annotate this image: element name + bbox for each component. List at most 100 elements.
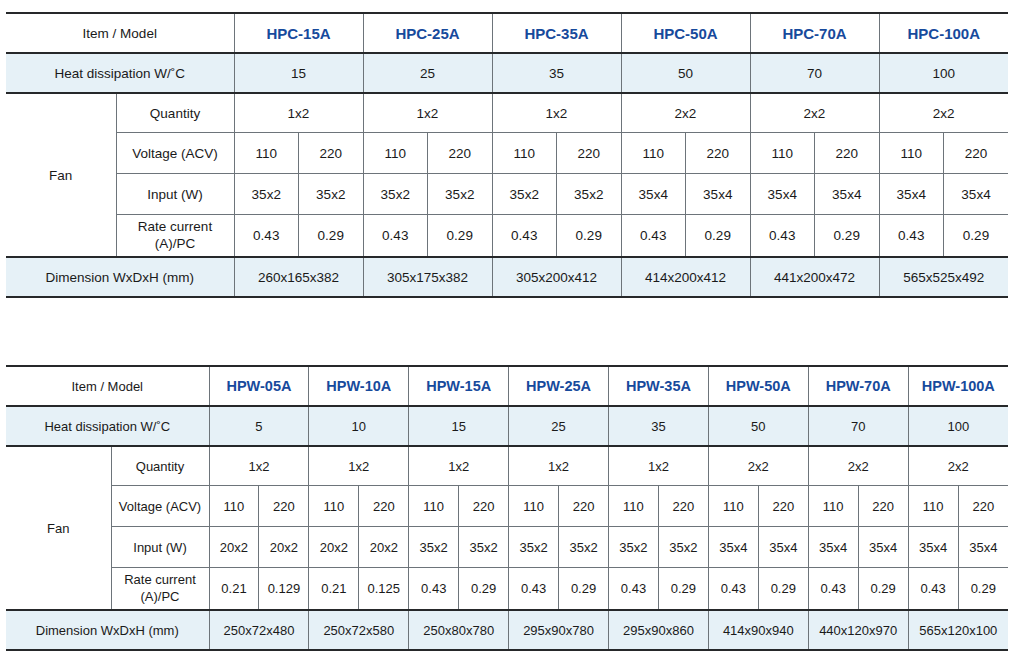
input-value: 35x2 — [658, 527, 708, 568]
input-value: 20x2 — [309, 527, 359, 568]
rate-current-value: 0.43 — [509, 568, 559, 611]
quantity-value: 1x2 — [363, 93, 492, 133]
input-value: 35x4 — [621, 174, 686, 215]
voltage-label: Voltage (ACV) — [116, 133, 234, 174]
voltage-value: 220 — [259, 486, 309, 527]
model-header: HPW-100A — [908, 366, 1008, 406]
rate-current-value: 0.29 — [559, 568, 609, 611]
voltage-value: 110 — [609, 486, 659, 527]
quantity-value: 1x2 — [509, 446, 609, 486]
model-header: HPC-70A — [750, 13, 879, 53]
rate-current-value: 0.43 — [879, 215, 944, 258]
rate-current-value: 0.43 — [492, 215, 557, 258]
voltage-value: 220 — [658, 486, 708, 527]
voltage-value: 110 — [708, 486, 758, 527]
voltage-value: 220 — [858, 486, 908, 527]
dimension-value: 440x120x970 — [808, 610, 908, 650]
rate-current-value: 0.125 — [359, 568, 409, 611]
voltage-value: 220 — [958, 486, 1008, 527]
model-header: HPC-100A — [879, 13, 1008, 53]
item-model-header: Item / Model — [6, 366, 209, 406]
rate-current-value: 0.43 — [808, 568, 858, 611]
dimension-value: 441x200x472 — [750, 257, 879, 297]
rate-current-value: 0.43 — [750, 215, 815, 258]
input-value: 35x2 — [234, 174, 299, 215]
heat-dissipation-value: 100 — [908, 406, 1008, 446]
voltage-value: 110 — [409, 486, 459, 527]
input-value: 20x2 — [259, 527, 309, 568]
heat-dissipation-label: Heat dissipation W/˚C — [6, 406, 209, 446]
input-value: 35x2 — [557, 174, 622, 215]
quantity-value: 1x2 — [234, 93, 363, 133]
quantity-label: Quantity — [116, 93, 234, 133]
voltage-value: 220 — [459, 486, 509, 527]
rate-current-value: 0.29 — [958, 568, 1008, 611]
quantity-value: 2x2 — [621, 93, 750, 133]
heat-dissipation-value: 35 — [492, 53, 621, 93]
quantity-value: 1x2 — [492, 93, 621, 133]
heat-dissipation-value: 70 — [750, 53, 879, 93]
rate-current-value: 0.29 — [459, 568, 509, 611]
quantity-value: 1x2 — [409, 446, 509, 486]
input-value: 35x2 — [609, 527, 659, 568]
voltage-value: 110 — [234, 133, 299, 174]
voltage-value: 220 — [359, 486, 409, 527]
input-value: 20x2 — [359, 527, 409, 568]
spec-sheet: Item / ModelHPC-15AHPC-25AHPC-35AHPC-50A… — [0, 0, 1016, 666]
heat-dissipation-value: 100 — [879, 53, 1008, 93]
dimension-value: 295x90x860 — [609, 610, 709, 650]
quantity-value: 2x2 — [708, 446, 808, 486]
heat-dissipation-value: 50 — [621, 53, 750, 93]
hpc-spec-table: Item / ModelHPC-15AHPC-25AHPC-35AHPC-50A… — [6, 12, 1008, 298]
item-model-header: Item / Model — [6, 13, 234, 53]
fan-group-label: Fan — [6, 93, 116, 257]
input-value: 35x2 — [509, 527, 559, 568]
model-header: HPW-50A — [708, 366, 808, 406]
rate-current-value: 0.43 — [708, 568, 758, 611]
heat-dissipation-label: Heat dissipation W/˚C — [6, 53, 234, 93]
dimension-value: 414x90x940 — [708, 610, 808, 650]
voltage-value: 110 — [363, 133, 428, 174]
voltage-value: 220 — [758, 486, 808, 527]
rate-current-value: 0.29 — [299, 215, 364, 258]
rate-current-value: 0.43 — [609, 568, 659, 611]
input-value: 35x2 — [428, 174, 493, 215]
dimension-value: 250x80x780 — [409, 610, 509, 650]
voltage-value: 220 — [559, 486, 609, 527]
model-header: HPC-35A — [492, 13, 621, 53]
rate-current-value: 0.21 — [209, 568, 259, 611]
dimension-value: 250x72x480 — [209, 610, 309, 650]
voltage-value: 220 — [815, 133, 880, 174]
rate-current-value: 0.43 — [621, 215, 686, 258]
model-header: HPW-15A — [409, 366, 509, 406]
rate-current-value: 0.29 — [658, 568, 708, 611]
model-header: HPW-10A — [309, 366, 409, 406]
input-value: 35x4 — [815, 174, 880, 215]
heat-dissipation-value: 10 — [309, 406, 409, 446]
dimension-value: 414x200x412 — [621, 257, 750, 297]
input-value: 35x4 — [858, 527, 908, 568]
fan-group-label: Fan — [6, 446, 111, 610]
model-header: HPC-25A — [363, 13, 492, 53]
input-value: 35x4 — [750, 174, 815, 215]
rate-current-value: 0.29 — [858, 568, 908, 611]
rate-current-value: 0.29 — [557, 215, 622, 258]
rate-current-value: 0.29 — [758, 568, 808, 611]
dimension-label: Dimension WxDxH (mm) — [6, 257, 234, 297]
voltage-value: 220 — [944, 133, 1009, 174]
input-value: 35x4 — [908, 527, 958, 568]
input-value: 35x4 — [879, 174, 944, 215]
dimension-value: 305x200x412 — [492, 257, 621, 297]
rate-current-label: Rate current (A)/PC — [111, 568, 209, 611]
model-header: HPW-35A — [609, 366, 709, 406]
input-value: 35x2 — [299, 174, 364, 215]
voltage-value: 110 — [750, 133, 815, 174]
voltage-value: 110 — [509, 486, 559, 527]
rate-current-label: Rate current (A)/PC — [116, 215, 234, 258]
model-header: HPW-05A — [209, 366, 309, 406]
rate-current-value: 0.29 — [686, 215, 751, 258]
rate-current-value: 0.43 — [363, 215, 428, 258]
rate-current-value: 0.21 — [309, 568, 359, 611]
quantity-value: 1x2 — [209, 446, 309, 486]
dimension-value: 295x90x780 — [509, 610, 609, 650]
